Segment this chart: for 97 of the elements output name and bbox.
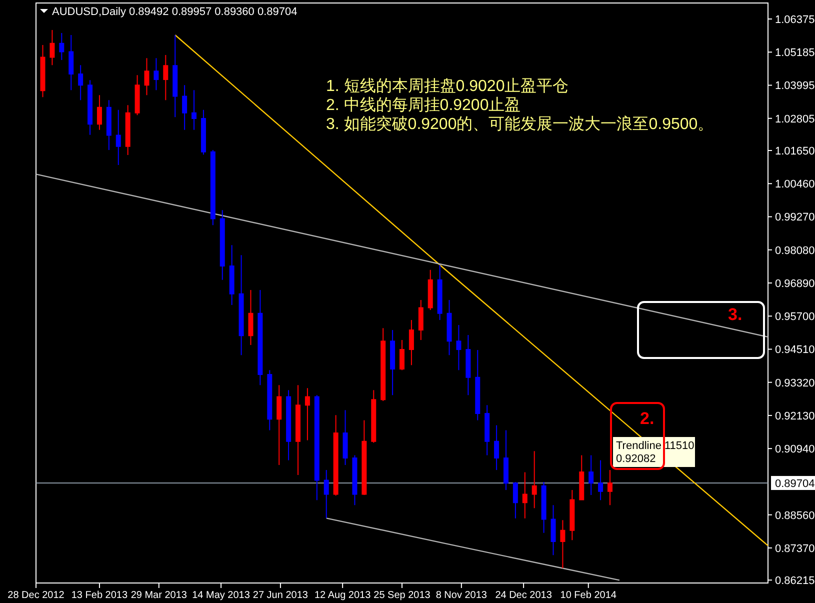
candlestick (88, 80, 93, 136)
candlestick (484, 404, 490, 456)
x-tick-label: 29 Mar 2013 (130, 590, 188, 601)
candlestick (380, 328, 386, 402)
candlestick (314, 394, 320, 501)
y-tick-label: 0.94510 (775, 344, 815, 356)
candlestick (238, 254, 244, 356)
y-tick-label: 0.95700 (775, 311, 815, 324)
y-tick-label: 0.93320 (775, 377, 815, 390)
candlestick (192, 90, 197, 130)
candlestick (512, 481, 518, 519)
candlestick (324, 470, 329, 519)
chart-title: AUDUSD,Daily 0.89492 0.89957 0.89360 0.89704 (52, 6, 298, 18)
candlestick (182, 84, 188, 130)
candlestick (286, 390, 292, 461)
candlestick (50, 29, 55, 66)
candlestick (154, 58, 159, 91)
y-tick-label: 1.02805 (775, 113, 815, 126)
candlestick (304, 388, 310, 441)
y-tick-label: 1.00460 (775, 178, 815, 191)
candlestick (248, 289, 254, 346)
y-tick-label: 1.03995 (775, 80, 815, 92)
candlestick (607, 470, 612, 506)
candlestick (503, 430, 508, 491)
candlestick (116, 109, 121, 166)
candlestick (296, 384, 301, 476)
candlestick (258, 289, 263, 386)
y-tick-label: 0.87370 (775, 542, 815, 555)
annotation: 2. (640, 409, 654, 428)
y-tick-label: 0.90940 (775, 444, 815, 456)
candlestick (163, 54, 168, 101)
candlestick (550, 504, 556, 556)
x-tick-label: 12 Aug 2013 (314, 590, 372, 601)
y-tick-label: 0.92130 (775, 410, 815, 422)
x-tick-label: 24 Dec 2013 (495, 590, 552, 601)
candlestick (494, 424, 500, 471)
annotation: 1. 短线的本周挂盘0.9020止盈平仓 (326, 77, 569, 95)
candlestick (522, 472, 528, 519)
candlestick (333, 414, 338, 496)
y-tick-label: 0.99270 (775, 212, 815, 224)
candlestick (371, 390, 376, 444)
y-tick-label: 1.06375 (775, 14, 815, 26)
y-tick-label: 0.98080 (775, 244, 815, 257)
candlestick (446, 299, 452, 356)
x-tick-label: 13 Feb 2013 (71, 590, 128, 601)
candlestick (579, 454, 584, 501)
candlestick (125, 104, 130, 156)
candlestick (276, 384, 282, 466)
candlestick (437, 264, 442, 320)
candlestick (229, 244, 234, 306)
candlestick (400, 340, 404, 371)
candlestick (96, 94, 102, 130)
candlestick (362, 420, 367, 496)
candlestick (68, 34, 74, 91)
line-series (326, 518, 620, 581)
candlestick (456, 324, 462, 371)
annotation: 3. (728, 305, 742, 324)
candlestick (532, 450, 537, 509)
candlestick (560, 520, 566, 569)
candlestick (428, 269, 433, 310)
x-tick-label: 10 Feb 2014 (560, 590, 617, 601)
candlestick (570, 490, 575, 541)
candlestick (40, 44, 46, 98)
x-tick-label: 28 Dec 2012 (8, 590, 65, 601)
y-tick-label: 0.86215 (775, 575, 815, 588)
line-series (174, 34, 769, 546)
ref-line-label: 0.89704 (775, 478, 815, 490)
x-tick-label: 25 Sep 2013 (374, 590, 431, 601)
annotation: 3. 如能突破0.9200的、可能发展一波大一浪至0.9500。 (326, 115, 714, 133)
y-tick-label: 1.01650 (775, 146, 815, 158)
x-tick-label: 8 Nov 2013 (436, 590, 488, 601)
candlestick (210, 149, 216, 226)
candlestick (475, 350, 480, 421)
candlestick (598, 460, 604, 501)
candlestick (408, 319, 414, 366)
candlestick (466, 334, 471, 396)
candlestick (106, 100, 112, 150)
candlestick (134, 74, 140, 116)
candlestick (390, 330, 396, 396)
candlestick (267, 370, 272, 431)
candlestick (200, 109, 206, 156)
y-tick-label: 1.05185 (775, 47, 815, 60)
annotation: 2. 中线的每周挂0.9200止盈 (326, 96, 521, 114)
y-tick-label: 0.96890 (775, 278, 815, 290)
candlestick (541, 481, 546, 534)
y-tick-label: 0.88560 (775, 510, 815, 522)
candlestick (59, 32, 64, 61)
candlestick (418, 299, 424, 341)
candlestick (342, 410, 348, 466)
candlestick (78, 64, 84, 101)
x-tick-label: 14 May 2013 (192, 590, 250, 601)
candlestick (220, 210, 225, 280)
candlestick (144, 58, 150, 96)
candlestick (352, 454, 358, 506)
candlestick (588, 454, 594, 496)
x-tick-label: 27 Jun 2013 (252, 590, 308, 601)
candlestick (172, 34, 178, 118)
